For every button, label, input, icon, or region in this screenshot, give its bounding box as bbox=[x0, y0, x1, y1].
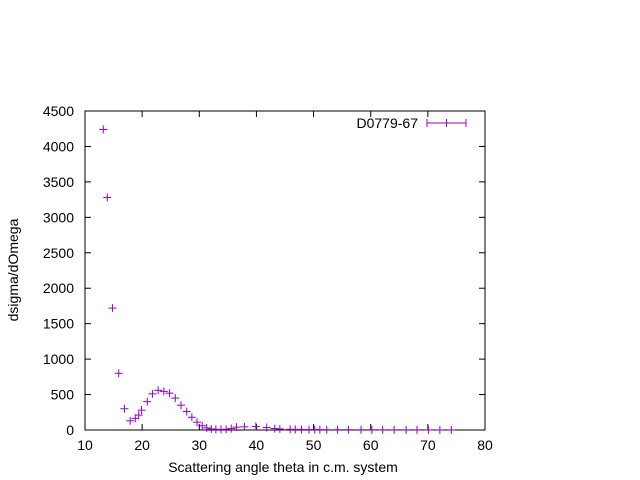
data-point bbox=[424, 425, 433, 434]
data-point bbox=[177, 401, 185, 410]
data-point bbox=[134, 411, 143, 420]
y-axis-label: dsigma/dOmega bbox=[5, 218, 21, 321]
data-point bbox=[402, 425, 411, 434]
data-point bbox=[99, 125, 108, 134]
y-tick-label: 2500 bbox=[43, 245, 74, 261]
y-tick-label: 0 bbox=[66, 422, 74, 438]
data-point bbox=[193, 418, 201, 427]
data-point bbox=[344, 425, 353, 434]
data-point bbox=[262, 423, 271, 432]
data-point bbox=[131, 414, 140, 423]
data-point bbox=[202, 423, 211, 432]
data-point bbox=[171, 394, 180, 403]
legend-label: D0779-67 bbox=[357, 115, 419, 131]
x-tick-label: 50 bbox=[306, 437, 322, 453]
data-point bbox=[227, 424, 236, 433]
y-tick-label: 4500 bbox=[43, 103, 74, 119]
data-point bbox=[187, 413, 196, 422]
data-point bbox=[297, 425, 306, 434]
data-point bbox=[333, 425, 342, 434]
data-point bbox=[126, 416, 135, 425]
y-tick-label: 3500 bbox=[43, 174, 74, 190]
legend: D0779-67 bbox=[357, 115, 467, 131]
data-point bbox=[232, 423, 241, 432]
data-point bbox=[182, 407, 191, 416]
plot-frame bbox=[84, 110, 486, 431]
data-point bbox=[108, 304, 117, 313]
x-axis-label: Scattering angle theta in c.m. system bbox=[168, 459, 398, 475]
x-axis: 10 20 30 40 50 60 70 80 bbox=[77, 111, 493, 453]
data-point bbox=[165, 389, 174, 398]
data-point bbox=[154, 386, 163, 395]
data-point bbox=[103, 193, 112, 202]
data-point bbox=[275, 424, 284, 433]
legend-key bbox=[426, 119, 467, 127]
data-series bbox=[99, 125, 456, 434]
data-point bbox=[378, 425, 387, 434]
data-point bbox=[357, 425, 365, 434]
data-point bbox=[390, 425, 399, 434]
data-point bbox=[198, 421, 207, 430]
x-tick-label: 10 bbox=[77, 437, 93, 453]
y-tick-label: 500 bbox=[51, 387, 75, 403]
y-tick-label: 2000 bbox=[43, 280, 74, 296]
x-tick-label: 60 bbox=[363, 437, 379, 453]
data-point bbox=[114, 369, 123, 378]
x-tick-label: 70 bbox=[420, 437, 436, 453]
data-point bbox=[148, 389, 157, 398]
x-tick-label: 40 bbox=[249, 437, 265, 453]
data-point bbox=[435, 425, 444, 434]
data-point bbox=[367, 425, 376, 434]
data-point bbox=[159, 387, 168, 396]
data-point bbox=[240, 422, 249, 431]
data-point bbox=[413, 425, 421, 434]
data-point bbox=[315, 425, 324, 434]
data-point bbox=[222, 425, 231, 434]
data-point bbox=[447, 425, 456, 434]
x-tick-label: 30 bbox=[191, 437, 207, 453]
data-point bbox=[137, 406, 146, 415]
x-tick-label: 80 bbox=[477, 437, 493, 453]
data-point bbox=[251, 422, 260, 431]
y-tick-label: 1000 bbox=[43, 351, 74, 367]
data-point bbox=[143, 397, 152, 406]
data-point bbox=[120, 404, 129, 413]
y-tick-label: 1500 bbox=[43, 316, 74, 332]
y-tick-label: 3000 bbox=[43, 209, 74, 225]
x-tick-label: 20 bbox=[134, 437, 150, 453]
data-point bbox=[322, 425, 331, 434]
y-axis: 0 500 1000 1500 2000 2500 3000 3500 4000 4500 bbox=[43, 103, 485, 438]
y-tick-label: 4000 bbox=[43, 138, 74, 154]
